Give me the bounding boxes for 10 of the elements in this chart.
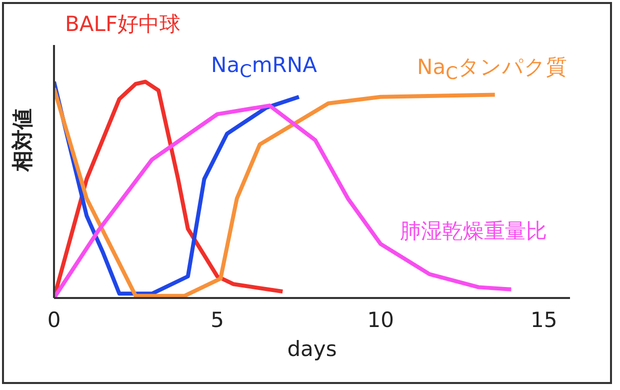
x-axis-title: days: [287, 337, 337, 361]
x-tick-label: 10: [367, 308, 394, 332]
series-label: 肺湿乾燥重量比: [400, 218, 547, 245]
series-label: Na$_{C}$mRNA: [211, 53, 317, 82]
text: BALF好中球: [65, 11, 181, 38]
x-tick-label: 15: [530, 308, 558, 332]
series-label: Na$_{C}$タンパク質: [417, 54, 567, 84]
x-tick-label: 5: [210, 308, 224, 332]
x-tick-label: 0: [47, 308, 61, 332]
y-axis-title: 相対値: [10, 108, 34, 172]
